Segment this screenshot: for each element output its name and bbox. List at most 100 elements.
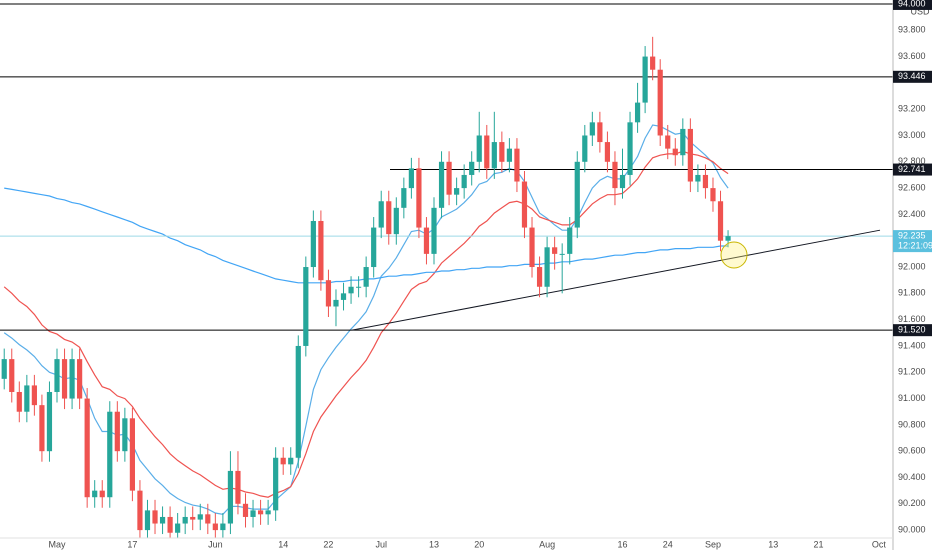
candle-body	[356, 286, 362, 288]
candle-body	[318, 220, 324, 281]
candle-body	[484, 135, 490, 169]
candle-body	[725, 236, 731, 241]
candle-body	[506, 148, 512, 162]
candle-body	[597, 122, 603, 143]
candle-body	[46, 391, 53, 452]
candle-body	[446, 161, 452, 195]
candle-body	[672, 148, 678, 156]
level-label: 94.000	[898, 0, 926, 8]
candle-body	[114, 411, 120, 452]
level-label-box	[893, 0, 932, 10]
candle-body	[167, 516, 173, 533]
candle-body	[431, 207, 437, 254]
candle-body	[77, 359, 83, 399]
candle-body	[1, 359, 7, 379]
candle-body	[582, 135, 588, 162]
candle-body	[39, 405, 45, 452]
candle-body	[325, 280, 332, 307]
y-tick-label: 91.600	[898, 314, 926, 324]
candle-body	[423, 227, 430, 254]
candle-body	[152, 510, 158, 524]
x-tick-label: 13	[429, 539, 439, 549]
candle-body	[695, 174, 701, 182]
y-tick-label: 90.200	[898, 498, 926, 508]
y-tick-label: 91.000	[898, 393, 926, 403]
y-tick-label: 90.600	[898, 446, 926, 456]
candle-body	[589, 122, 595, 136]
candle-body	[378, 201, 384, 228]
candle-body	[273, 457, 279, 511]
candle-body	[69, 359, 75, 399]
candle-body	[99, 490, 105, 498]
level-label: 91.520	[898, 325, 926, 335]
candle-body	[205, 514, 211, 524]
candle-body	[386, 201, 392, 235]
level-label-box	[893, 324, 932, 337]
candle-body	[650, 56, 656, 70]
candle-body	[491, 142, 497, 169]
candle-body	[348, 286, 354, 294]
level-label-box	[893, 163, 932, 176]
candle-body	[408, 168, 414, 189]
candle-body	[84, 398, 90, 498]
candle-body	[220, 523, 226, 531]
candle-body	[514, 148, 520, 182]
candle-body	[574, 161, 580, 228]
moving-average-line	[3, 150, 729, 498]
last-price-label: 92.235	[898, 230, 926, 240]
candle-body	[687, 128, 693, 182]
y-tick-label: 90.000	[898, 524, 926, 534]
candle-body	[665, 135, 671, 149]
candle-body	[333, 299, 339, 307]
candle-body	[227, 470, 234, 524]
candle-body	[310, 220, 316, 268]
candle-body	[363, 267, 369, 287]
y-tick-label: 92.400	[898, 209, 926, 219]
x-tick-label: 14	[278, 539, 288, 549]
candle-body	[303, 267, 309, 346]
x-tick-label: Sep	[705, 539, 721, 549]
candle-body	[567, 227, 573, 254]
candle-body	[16, 391, 22, 412]
highlight-circle	[720, 241, 748, 269]
trendline	[351, 229, 881, 331]
candle-body	[416, 168, 422, 228]
x-tick-label: Oct	[872, 539, 887, 549]
candle-body	[536, 267, 543, 287]
candle-body	[619, 174, 626, 189]
candle-body	[454, 188, 460, 195]
candle-body	[544, 247, 550, 287]
candle-body	[680, 128, 686, 156]
level-label: 93.446	[898, 71, 926, 81]
candle-body	[182, 516, 188, 524]
candle-body	[657, 69, 663, 136]
currency-label: USD	[910, 6, 930, 16]
y-tick-label: 92.000	[898, 261, 926, 271]
level-label-box	[893, 70, 932, 83]
x-tick-label: Jul	[375, 539, 387, 549]
candle-body	[280, 457, 286, 465]
candle-body	[288, 457, 294, 465]
candle-body	[529, 227, 535, 268]
level-label: 92.741	[898, 164, 926, 174]
candle-body	[257, 510, 264, 515]
candle-body	[461, 174, 467, 189]
y-tick-label: 92.600	[898, 182, 926, 192]
last-price-box	[893, 230, 932, 253]
y-tick-label: 93.600	[898, 51, 926, 61]
candle-body	[175, 523, 181, 533]
candle-body	[702, 174, 709, 189]
y-tick-label: 91.200	[898, 367, 926, 377]
candle-body	[107, 411, 113, 498]
candle-body	[24, 385, 30, 412]
candle-body	[235, 470, 241, 504]
x-tick-label: 13	[768, 539, 778, 549]
x-tick-label: 17	[127, 539, 137, 549]
candle-body	[197, 514, 203, 520]
candle-body	[438, 161, 445, 208]
candle-body	[212, 523, 218, 531]
candle-body	[521, 181, 528, 228]
candle-body	[499, 142, 505, 162]
